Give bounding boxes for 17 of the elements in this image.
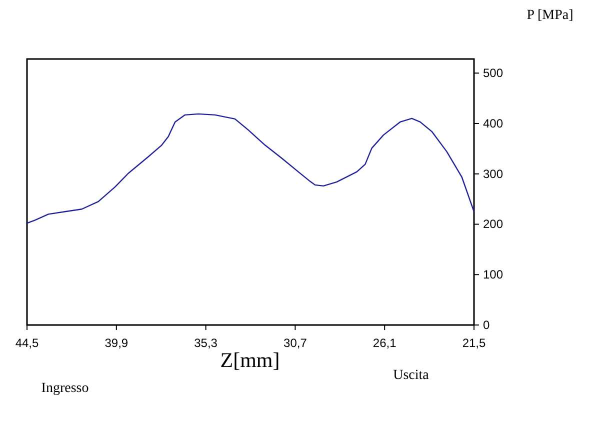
line-series xyxy=(26,113,475,224)
x-tick-label: 26,1 xyxy=(372,336,397,350)
y-tick-label: 100 xyxy=(483,268,504,282)
text: Uscita xyxy=(393,368,430,383)
x-tick-label: 30,7 xyxy=(284,336,308,350)
y-tick-label: 300 xyxy=(483,166,504,181)
x-tick-label: 35,3 xyxy=(194,336,218,350)
y-tick-label: 500 xyxy=(483,66,504,80)
y-tick-label: 400 xyxy=(483,116,504,130)
x-axis-title: Z[mm] xyxy=(220,348,280,372)
y-tick-label: 0 xyxy=(483,318,490,332)
x-tick-label: 21,5 xyxy=(462,336,486,350)
y-tick-label: 200 xyxy=(483,217,504,232)
x-tick-label: 44,5 xyxy=(15,336,39,350)
x-tick-label: 39,9 xyxy=(104,336,128,350)
y-axis-title: P [MPa] xyxy=(526,8,574,23)
text: Ingresso xyxy=(41,381,89,396)
